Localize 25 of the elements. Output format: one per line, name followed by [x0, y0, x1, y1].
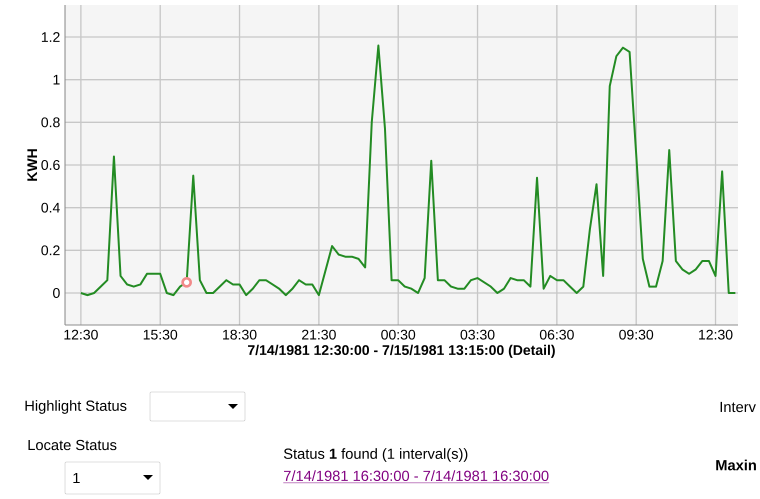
y-tick-label: 0.8 — [41, 117, 60, 128]
y-tick-label: 0.2 — [41, 245, 60, 256]
text: 7/14/1981 16:30:00 - 7/14/1981 16:30:00 — [284, 470, 548, 482]
x-tick-label: 12:30 — [64, 330, 98, 340]
text: 1 — [73, 472, 80, 484]
y-axis-title: KWH — [27, 149, 38, 181]
text: Status 1 found (1 interval(s)) — [284, 448, 468, 462]
text: Highlight Status — [25, 400, 126, 414]
text: Maxin — [716, 460, 756, 470]
y-tick-label: 0.4 — [41, 202, 60, 213]
x-axis-title: 7/14/1981 12:30:00 - 7/15/1981 13:15:00 (Detail) — [248, 344, 555, 358]
y-tick-label: 1 — [54, 74, 60, 84]
text: Locate Status — [28, 440, 116, 450]
x-tick-label: 21:30 — [302, 330, 336, 340]
x-tick-label: 00:30 — [381, 330, 416, 340]
x-tick-label: 09:30 — [619, 330, 654, 340]
x-tick-label: 06:30 — [540, 330, 574, 340]
x-tick-label: 12:30 — [699, 330, 732, 340]
y-tick-label: 1.2 — [42, 32, 60, 42]
x-tick-label: 03:30 — [460, 330, 494, 340]
y-tick-label: 0 — [53, 288, 60, 298]
text: Interv — [720, 402, 756, 412]
x-tick-label: 15:30 — [144, 330, 178, 340]
x-tick-label: 18:30 — [223, 330, 256, 340]
y-tick-label: 0.6 — [41, 160, 60, 170]
